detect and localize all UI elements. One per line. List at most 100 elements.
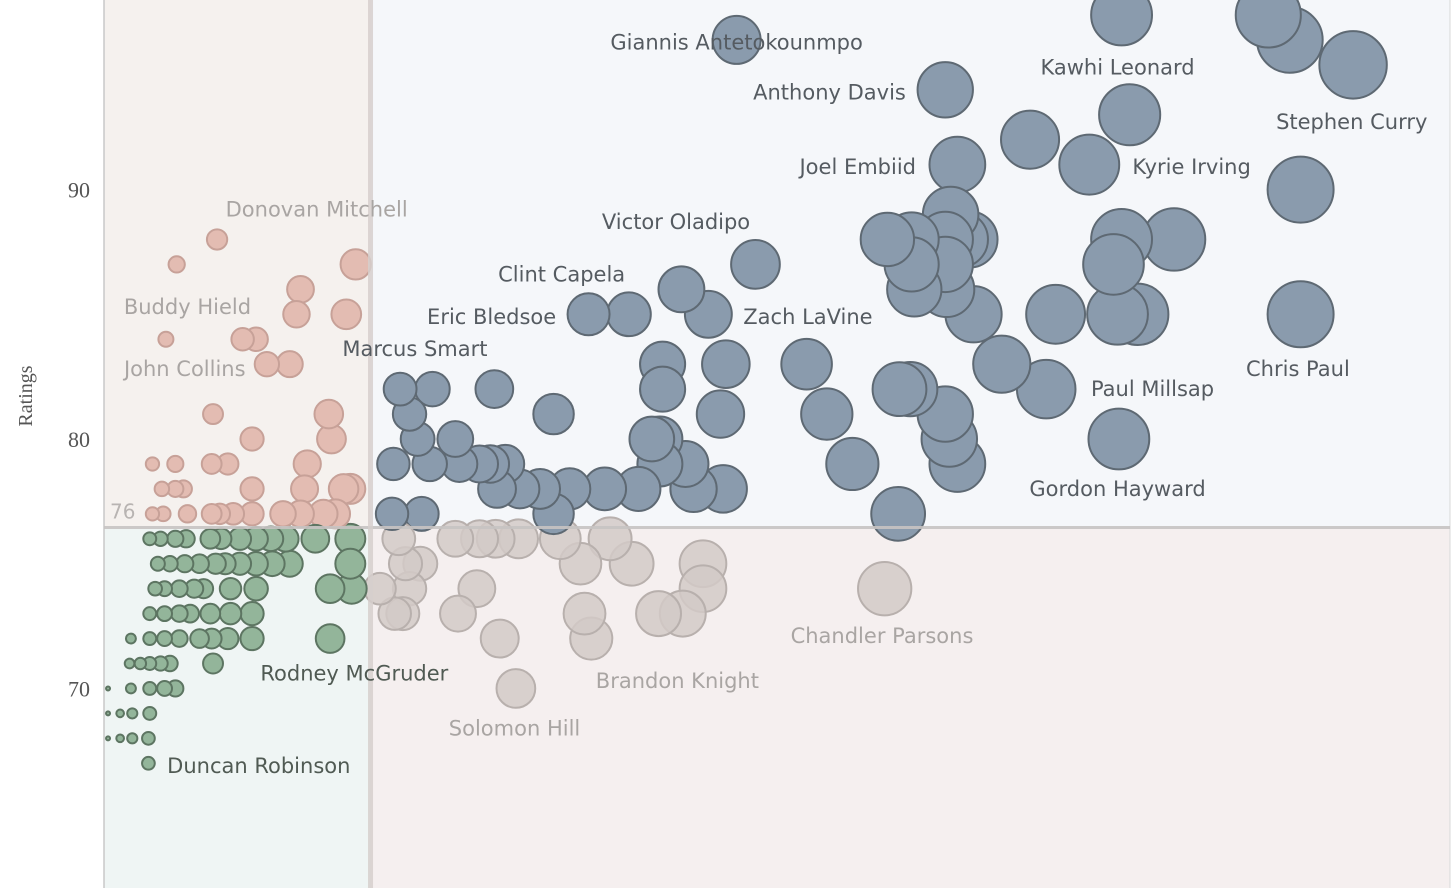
bubble-point [1090,0,1153,47]
bubble-point [695,389,746,439]
bubble-point [657,265,706,314]
bubble-point [1098,83,1162,147]
bubble-point [149,555,166,572]
bubble-point [147,580,163,597]
bubble-label: Solomon Hill [449,716,580,740]
bubble-point [635,590,683,638]
bubble-point [153,480,171,498]
y-tick-label: 80 [68,427,90,452]
bubble-point [202,652,224,675]
bubble-point [239,426,265,452]
bubble-point [239,625,265,652]
bubble-point [156,630,173,647]
bubble-label: Duncan Robinson [167,754,350,778]
bubble-point [177,504,198,524]
bubble-point [230,327,255,352]
bubble-point [170,579,189,598]
bubble-point [562,591,607,636]
bubble-point [269,500,297,528]
bubble-label: Zach LaVine [743,305,872,329]
bubble-point [205,228,229,251]
bubble-point [606,291,652,338]
bubble-point [870,485,927,542]
bubble-point [166,454,185,474]
reference-lines: 76 [104,0,1450,888]
bubble-label: Kyrie Irving [1132,155,1250,179]
bubble-label: Joel Embiid [797,155,916,179]
bubble-point [142,531,158,547]
bubble-point [1025,283,1087,345]
bubble-point [639,365,687,413]
bubble-point [972,334,1032,394]
bubble-point [479,618,520,659]
y-tick-label: 70 [68,676,90,701]
bubble-label: Paul Millsap [1091,377,1214,401]
bubble-point [142,680,158,696]
bubble-point [202,403,224,426]
bubble-point [928,135,987,194]
bubble-point [115,733,125,744]
bubble-point [105,685,112,692]
bubble-point [436,420,475,458]
bubble-point [300,523,331,554]
bubble-point [436,519,475,558]
bubble-point [374,496,410,532]
bubble-point [156,680,173,697]
bubble-label: Buddy Hield [124,295,251,319]
bubble-point [200,453,223,475]
bubble-point [377,596,413,631]
bubble-point [124,632,137,645]
bubble-point [314,573,346,605]
bubble-point [532,392,575,436]
bubble-label: Rodney McGruder [260,661,448,685]
bubble-point [239,601,265,627]
bubble-label: Clint Capela [498,262,625,286]
bubble-label: Stephen Curry [1276,110,1427,134]
bubble-point [144,506,161,522]
bubble-point [711,14,762,65]
bubble-label: John Collins [122,357,246,381]
bubble-point [1266,155,1335,224]
bubble-point [339,248,372,281]
bubble-point [701,339,751,389]
bubble-point [175,554,195,574]
bubble-label: Marcus Smart [342,337,487,361]
y-axis-label: Ratings [15,365,37,426]
bubble-label: Victor Oladipo [602,210,750,234]
bubble-point [474,369,515,409]
bubble-point [123,657,136,670]
bubble-point [142,705,158,721]
bubble-point [730,239,781,290]
bubble-point [566,292,611,337]
reference-line-label: 76 [110,500,135,524]
bubble-point [141,730,156,746]
bubble-label: Chandler Parsons [791,624,974,648]
bubble-labels: Giannis Antetokounmpo Kawhi Leonard Anthon… [122,30,1427,777]
bubble-point [115,708,125,719]
bubble-point [157,330,175,348]
bubble-point [286,274,315,304]
bubble-point [189,628,210,649]
bubble-point [124,682,137,695]
bubble-point [330,298,363,331]
bubble-point [282,300,311,329]
bubble-point [126,707,139,720]
y-tick-label: 90 [68,178,90,203]
bubble-point [382,371,418,407]
bubble-point [1234,0,1302,49]
bubble-point [141,755,156,771]
bubble-point [133,656,148,671]
bubble-label: Chris Paul [1246,357,1350,381]
bubble-point [142,606,158,622]
bubble-point [170,604,189,623]
bubble-point [142,631,158,647]
bubble-point [105,710,112,717]
bubble-point [105,735,112,742]
bubble-point [780,337,833,391]
bubble-point [334,547,367,580]
bubble-label: Donovan Mitchell [226,198,408,222]
bubble-point [1082,233,1145,296]
bubble-point [314,623,346,654]
bubble-point [156,605,173,623]
